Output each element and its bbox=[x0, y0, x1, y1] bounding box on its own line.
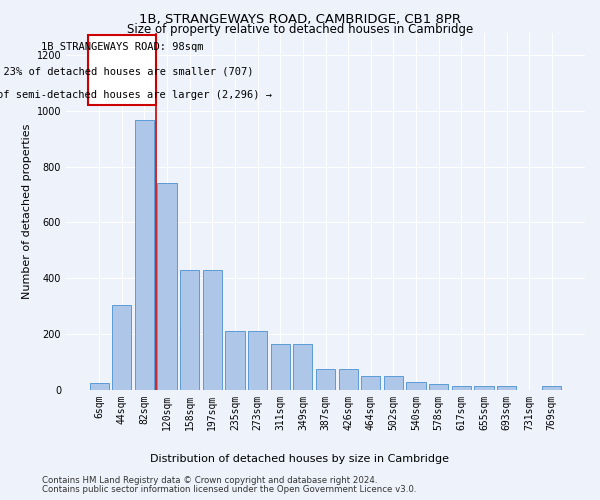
Bar bbox=[429, 384, 448, 390]
Bar bbox=[474, 386, 494, 390]
Y-axis label: Number of detached properties: Number of detached properties bbox=[22, 124, 32, 299]
Bar bbox=[316, 369, 335, 390]
Text: 1B STRANGEWAYS ROAD: 98sqm: 1B STRANGEWAYS ROAD: 98sqm bbox=[41, 42, 203, 52]
Bar bbox=[452, 386, 471, 390]
Bar bbox=[338, 369, 358, 390]
Bar bbox=[112, 305, 131, 390]
Text: Contains HM Land Registry data © Crown copyright and database right 2024.: Contains HM Land Registry data © Crown c… bbox=[42, 476, 377, 485]
Bar bbox=[271, 344, 290, 390]
Text: ← 23% of detached houses are smaller (707): ← 23% of detached houses are smaller (70… bbox=[0, 66, 253, 76]
Bar bbox=[157, 184, 177, 390]
Text: Distribution of detached houses by size in Cambridge: Distribution of detached houses by size … bbox=[151, 454, 449, 464]
FancyBboxPatch shape bbox=[88, 36, 156, 105]
Bar bbox=[497, 386, 516, 390]
Bar bbox=[293, 344, 313, 390]
Text: Contains public sector information licensed under the Open Government Licence v3: Contains public sector information licen… bbox=[42, 485, 416, 494]
Bar bbox=[542, 386, 562, 390]
Text: Size of property relative to detached houses in Cambridge: Size of property relative to detached ho… bbox=[127, 24, 473, 36]
Bar bbox=[203, 270, 222, 390]
Bar bbox=[89, 383, 109, 390]
Text: 76% of semi-detached houses are larger (2,296) →: 76% of semi-detached houses are larger (… bbox=[0, 90, 272, 100]
Bar bbox=[406, 382, 425, 390]
Bar bbox=[226, 332, 245, 390]
Bar bbox=[384, 376, 403, 390]
Bar bbox=[361, 376, 380, 390]
Bar bbox=[180, 270, 199, 390]
Bar bbox=[135, 120, 154, 390]
Text: 1B, STRANGEWAYS ROAD, CAMBRIDGE, CB1 8PR: 1B, STRANGEWAYS ROAD, CAMBRIDGE, CB1 8PR bbox=[139, 12, 461, 26]
Bar bbox=[248, 332, 267, 390]
